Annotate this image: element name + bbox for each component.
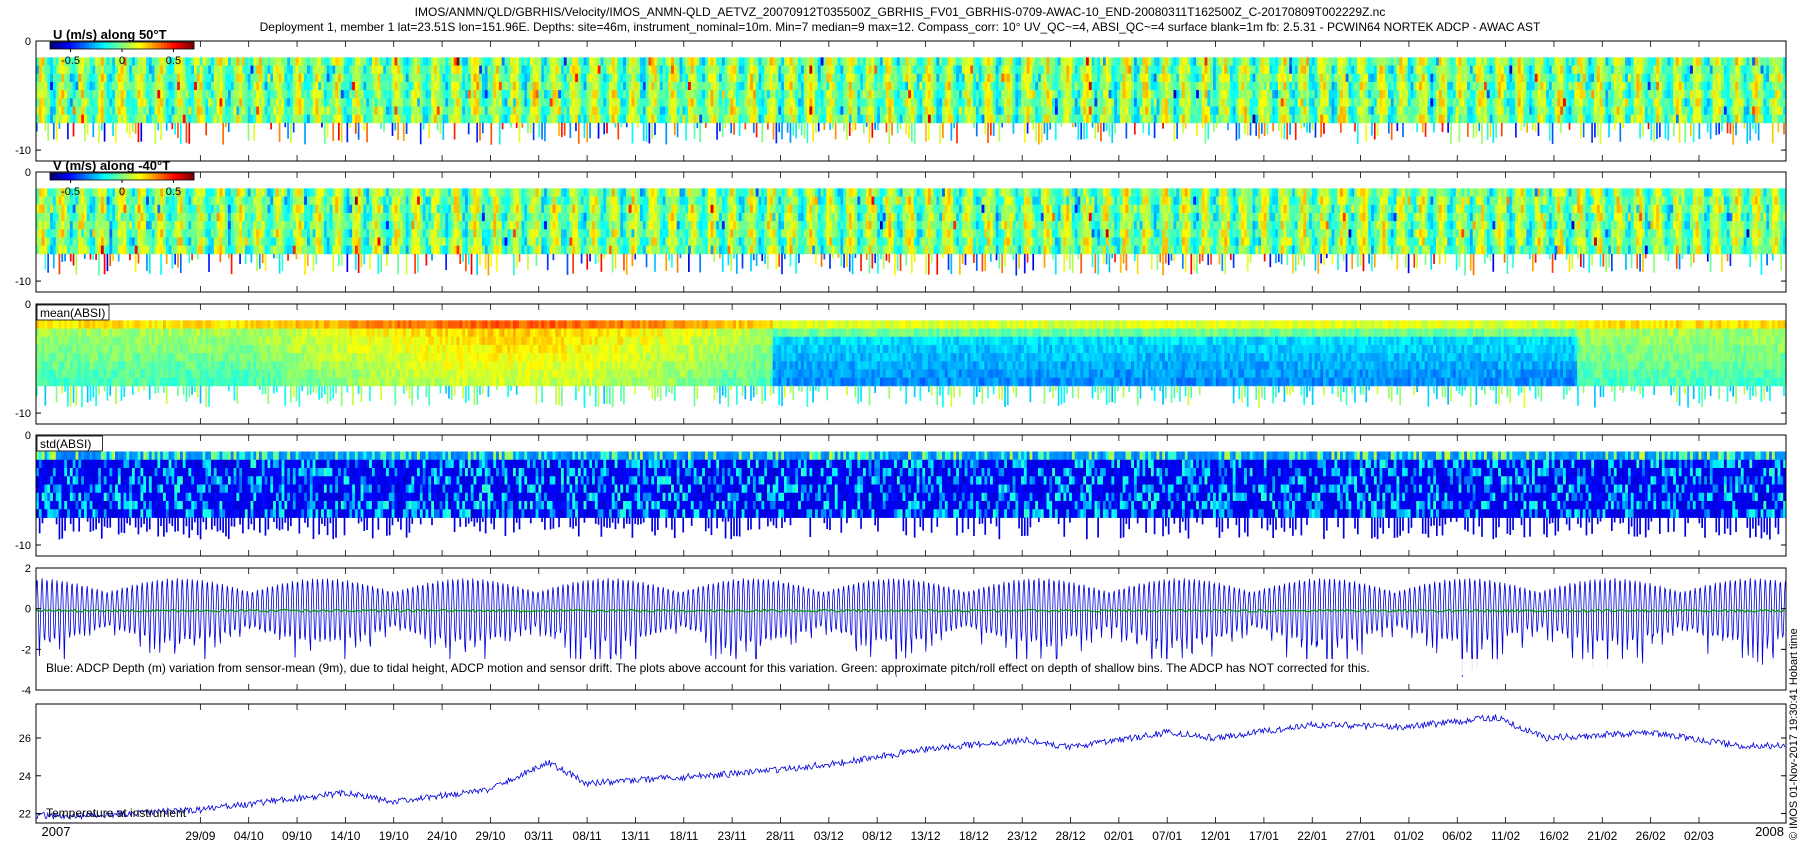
x-axis: 29/09 04/10 09/10 14/10 19/10 24/10 29/10 03/11…: [42, 41, 1784, 843]
y-tick-label: 0: [25, 430, 31, 442]
x-tick-label: 08/12: [862, 829, 892, 843]
colorbar: -0.5 0 0.5: [49, 172, 195, 198]
x-tick-label: 03/11: [524, 829, 553, 843]
colorbar-tick-label: 0.5: [166, 186, 181, 198]
temperature-annotation: Temperature at instrument: [46, 806, 187, 820]
panel-label: mean(ABSI): [40, 306, 105, 320]
x-tick-label: 02/01: [1104, 829, 1134, 843]
x-tick-label: 19/10: [379, 829, 409, 843]
series-temperature: [35, 714, 1786, 820]
x-tick-label: 06/02: [1442, 829, 1472, 843]
depth-variation-panel: Blue: ADCP Depth (m) variation from sens…: [21, 563, 1787, 697]
panel-frame: [35, 434, 1787, 557]
y-tick-label: -10: [15, 276, 31, 288]
y-tick-label: 24: [19, 771, 31, 783]
colorbar-tick-label: -0.5: [61, 186, 80, 198]
x-tick-label: 11/02: [1491, 829, 1520, 843]
colorbar-tick-label: 0: [119, 55, 125, 67]
panel-frame: [35, 171, 1787, 293]
y-tick-label: -2: [21, 644, 31, 656]
x-tick-label: 13/11: [621, 829, 650, 843]
series-depth-blue: [35, 578, 1786, 678]
colorbar-tick-label: 0: [119, 186, 125, 198]
y-tick-label: 2: [25, 563, 31, 575]
x-tick-label: 09/10: [282, 829, 312, 843]
y-tick-label: -10: [15, 540, 31, 552]
colorbar-tick-label: -0.5: [61, 55, 80, 67]
y-tick-label: -10: [15, 145, 31, 157]
x-tick-label: 24/10: [427, 829, 457, 843]
depth-annotation: Blue: ADCP Depth (m) variation from sens…: [46, 661, 1370, 675]
temperature-panel: 22 24 26 Temperature at instrument: [19, 703, 1787, 824]
x-tick-label: 28/11: [766, 829, 795, 843]
heatmap-panel-1: 0 -10 V (m/s) along -40°T -0.5 0 0.5: [15, 158, 1787, 293]
x-tick-label: 03/12: [814, 829, 844, 843]
panel-label: U (m/s) along 50°T: [53, 27, 167, 42]
x-tick-label: 23/12: [1007, 829, 1037, 843]
y-tick-label: -4: [21, 685, 31, 697]
figure-subtitle: Deployment 1, member 1 lat=23.51S lon=15…: [0, 20, 1800, 34]
y-tick-label: -10: [15, 408, 31, 420]
heatmap-panel-3: 0 -10 std(ABSI): [15, 430, 1787, 557]
colorbar-tick-label: 0.5: [166, 55, 181, 67]
x-tick-label: 21/02: [1587, 829, 1617, 843]
x-tick-label: 16/02: [1539, 829, 1569, 843]
x-tick-label: 23/11: [718, 829, 747, 843]
panel-label: V (m/s) along -40°T: [53, 158, 170, 173]
x-tick-label: 13/12: [910, 829, 940, 843]
x-tick-label: 01/02: [1394, 829, 1424, 843]
x-tick-label: 29/09: [185, 829, 215, 843]
figure-title: IMOS/ANMN/QLD/GBRHIS/Velocity/IMOS_ANMN-…: [0, 5, 1800, 19]
y-tick-label: 22: [19, 809, 31, 821]
x-tick-label: 26/02: [1636, 829, 1666, 843]
x-tick-label: 18/11: [669, 829, 698, 843]
panel-label: std(ABSI): [40, 437, 91, 451]
x-year-label: 2008: [1755, 824, 1784, 839]
y-tick-label: 0: [25, 299, 31, 311]
x-tick-label: 17/01: [1249, 829, 1279, 843]
y-tick-label: 0: [25, 36, 31, 48]
x-tick-label: 12/01: [1201, 829, 1231, 843]
x-tick-label: 18/12: [959, 829, 989, 843]
series-pitchroll-green: [35, 608, 1785, 613]
x-tick-label: 28/12: [1056, 829, 1086, 843]
y-tick-label: 0: [25, 167, 31, 179]
x-tick-label: 27/01: [1346, 829, 1376, 843]
y-tick-label: 26: [19, 733, 31, 745]
panel-frame: [35, 40, 1787, 162]
x-tick-label: 04/10: [234, 829, 264, 843]
x-year-label: 2007: [42, 824, 71, 839]
x-tick-label: 22/01: [1297, 829, 1327, 843]
x-tick-label: 14/10: [330, 829, 360, 843]
x-tick-label: 08/11: [573, 829, 602, 843]
x-tick-label: 02/03: [1684, 829, 1714, 843]
x-tick-label: 07/01: [1152, 829, 1182, 843]
colorbar: -0.5 0 0.5: [49, 41, 195, 67]
heatmap-panel-2: 0 -10 mean(ABSI): [15, 299, 1787, 425]
x-tick-label: 29/10: [475, 829, 505, 843]
y-tick-label: 0: [25, 604, 31, 616]
panel-frame: [35, 303, 1787, 425]
heatmap-panel-0: 0 -10 U (m/s) along 50°T -0.5 0 0.5: [15, 27, 1787, 162]
